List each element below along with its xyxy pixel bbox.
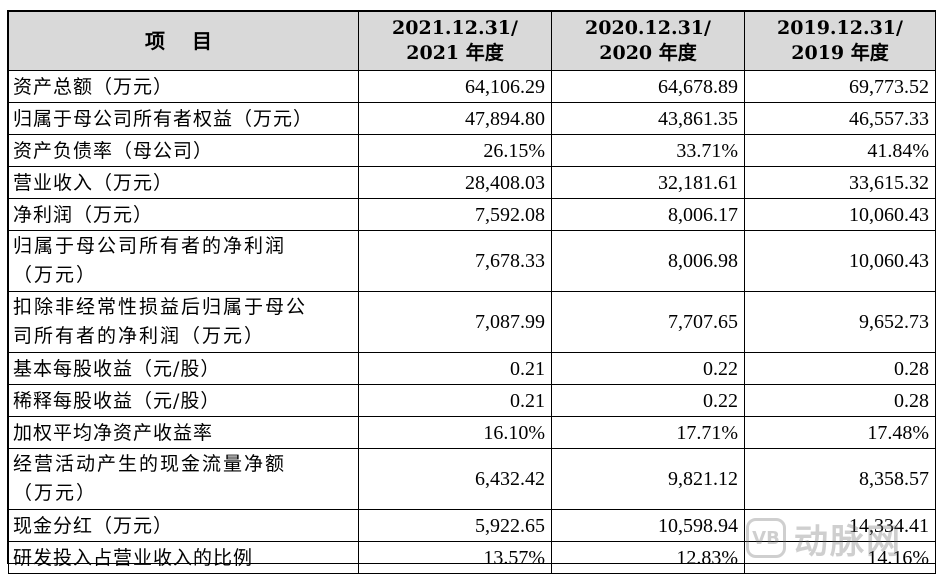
table-row: 基本每股收益（元/股） 0.21 0.22 0.28 <box>8 352 936 385</box>
row-label: 资产负债率（母公司） <box>8 134 359 167</box>
header-2021-date: 2021.12.31/ <box>392 17 518 39</box>
row-label-line: （万元） <box>13 264 98 286</box>
row-label: 净利润（万元） <box>8 198 359 231</box>
value-2019: 17.48% <box>744 416 936 449</box>
row-label: 扣除非经常性损益后归属于母公 司所有者的净利润（万元） <box>8 291 359 353</box>
value-2021: 28,408.03 <box>358 166 552 199</box>
value-2019: 14.16% <box>744 541 936 574</box>
value-2021: 47,894.80 <box>358 102 552 135</box>
value-2019: 0.28 <box>744 384 936 417</box>
row-label: 经营活动产生的现金流量净额 （万元） <box>8 448 359 510</box>
value-2020: 43,861.35 <box>551 102 745 135</box>
table-row: 加权平均净资产收益率 16.10% 17.71% 17.48% <box>8 416 936 449</box>
value-2019: 14,334.41 <box>744 509 936 542</box>
value-2019: 46,557.33 <box>744 102 936 135</box>
table-row: 归属于母公司所有者权益（万元） 47,894.80 43,861.35 46,5… <box>8 102 936 135</box>
value-2021: 7,678.33 <box>358 230 552 292</box>
value-2020: 7,707.65 <box>551 291 745 353</box>
value-2019: 9,652.73 <box>744 291 936 353</box>
value-2019: 8,358.57 <box>744 448 936 510</box>
row-label-line: 经营活动产生的现金流量净额 <box>13 453 287 475</box>
header-2019-date: 2019.12.31/ <box>777 17 903 39</box>
financial-summary-table: 项 目 2021.12.31/ 2021 年度 2020.12.31/ 2020… <box>8 11 936 574</box>
value-2019: 33,615.32 <box>744 166 936 199</box>
value-2021: 26.15% <box>358 134 552 167</box>
value-2019: 41.84% <box>744 134 936 167</box>
header-2021: 2021.12.31/ 2021 年度 <box>358 11 552 71</box>
header-2020-year: 2020 年度 <box>599 42 697 64</box>
header-2020: 2020.12.31/ 2020 年度 <box>551 11 745 71</box>
row-label-line: （万元） <box>13 482 98 504</box>
row-label-line: 司所有者的净利润（万元） <box>13 325 266 347</box>
table-row: 稀释每股收益（元/股） 0.21 0.22 0.28 <box>8 384 936 417</box>
value-2021: 7,592.08 <box>358 198 552 231</box>
table-row: 营业收入（万元） 28,408.03 32,181.61 33,615.32 <box>8 166 936 199</box>
value-2021: 5,922.65 <box>358 509 552 542</box>
value-2021: 16.10% <box>358 416 552 449</box>
row-label-line: 扣除非经常性损益后归属于母公 <box>13 296 308 318</box>
value-2020: 0.22 <box>551 384 745 417</box>
row-label: 营业收入（万元） <box>8 166 359 199</box>
value-2021: 13.57% <box>358 541 552 574</box>
value-2021: 64,106.29 <box>358 70 552 103</box>
value-2020: 12.83% <box>551 541 745 574</box>
value-2019: 10,060.43 <box>744 230 936 292</box>
value-2019: 10,060.43 <box>744 198 936 231</box>
row-label: 稀释每股收益（元/股） <box>8 384 359 417</box>
value-2021: 6,432.42 <box>358 448 552 510</box>
row-label: 现金分红（万元） <box>8 509 359 542</box>
value-2020: 8,006.17 <box>551 198 745 231</box>
value-2020: 32,181.61 <box>551 166 745 199</box>
value-2020: 33.71% <box>551 134 745 167</box>
value-2020: 8,006.98 <box>551 230 745 292</box>
table-row: 资产负债率（母公司） 26.15% 33.71% 41.84% <box>8 134 936 167</box>
table-header-row: 项 目 2021.12.31/ 2021 年度 2020.12.31/ 2020… <box>8 11 936 71</box>
value-2019: 0.28 <box>744 352 936 385</box>
value-2020: 64,678.89 <box>551 70 745 103</box>
row-label: 归属于母公司所有者的净利润 （万元） <box>8 230 359 292</box>
value-2021: 0.21 <box>358 384 552 417</box>
header-item: 项 目 <box>8 11 359 71</box>
value-2019: 69,773.52 <box>744 70 936 103</box>
row-label: 基本每股收益（元/股） <box>8 352 359 385</box>
header-2020-date: 2020.12.31/ <box>585 17 711 39</box>
value-2021: 0.21 <box>358 352 552 385</box>
row-label: 归属于母公司所有者权益（万元） <box>8 102 359 135</box>
value-2020: 10,598.94 <box>551 509 745 542</box>
table-row: 资产总额（万元） 64,106.29 64,678.89 69,773.52 <box>8 70 936 103</box>
header-2019: 2019.12.31/ 2019 年度 <box>744 11 936 71</box>
row-label: 资产总额（万元） <box>8 70 359 103</box>
table-row: 研发投入占营业收入的比例 13.57% 12.83% 14.16% <box>8 541 936 574</box>
table-row: 扣除非经常性损益后归属于母公 司所有者的净利润（万元） 7,087.99 7,7… <box>8 291 936 353</box>
table-row: 现金分红（万元） 5,922.65 10,598.94 14,334.41 <box>8 509 936 542</box>
value-2020: 0.22 <box>551 352 745 385</box>
value-2020: 9,821.12 <box>551 448 745 510</box>
table-row: 经营活动产生的现金流量净额 （万元） 6,432.42 9,821.12 8,3… <box>8 448 936 510</box>
row-label: 加权平均净资产收益率 <box>8 416 359 449</box>
table-row: 净利润（万元） 7,592.08 8,006.17 10,060.43 <box>8 198 936 231</box>
row-label-line: 归属于母公司所有者的净利润 <box>13 235 287 257</box>
header-2019-year: 2019 年度 <box>791 42 889 64</box>
value-2020: 17.71% <box>551 416 745 449</box>
value-2021: 7,087.99 <box>358 291 552 353</box>
table-row: 归属于母公司所有者的净利润 （万元） 7,678.33 8,006.98 10,… <box>8 230 936 292</box>
row-label: 研发投入占营业收入的比例 <box>8 541 359 574</box>
header-2021-year: 2021 年度 <box>406 42 504 64</box>
